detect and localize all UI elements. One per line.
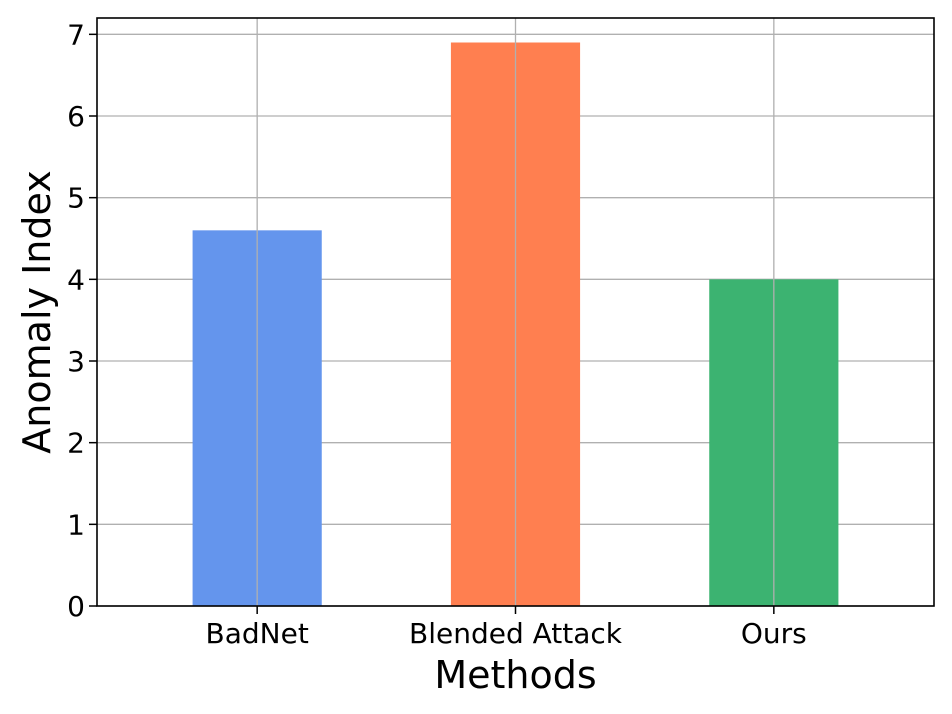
y-tick-label: 3 — [67, 345, 85, 378]
y-axis-title: Anomaly Index — [15, 170, 59, 453]
y-tick-label: 2 — [67, 427, 85, 460]
y-ticks: 0 1 2 3 4 5 6 7 — [67, 18, 97, 623]
x-tick-label: BadNet — [206, 617, 309, 650]
x-tick-label: Blended Attack — [409, 617, 623, 650]
y-tick-label: 6 — [67, 100, 85, 133]
y-tick-label: 0 — [67, 590, 85, 623]
y-tick-label: 4 — [67, 263, 85, 296]
vertical-grid-lines — [256, 18, 775, 606]
x-ticks: BadNet Blended Attack Ours — [206, 606, 807, 650]
x-tick-label: Ours — [741, 617, 807, 650]
y-tick-label: 7 — [67, 18, 85, 51]
y-tick-label: 5 — [67, 182, 85, 215]
x-axis-title: Methods — [434, 653, 596, 697]
y-tick-label: 1 — [67, 508, 85, 541]
